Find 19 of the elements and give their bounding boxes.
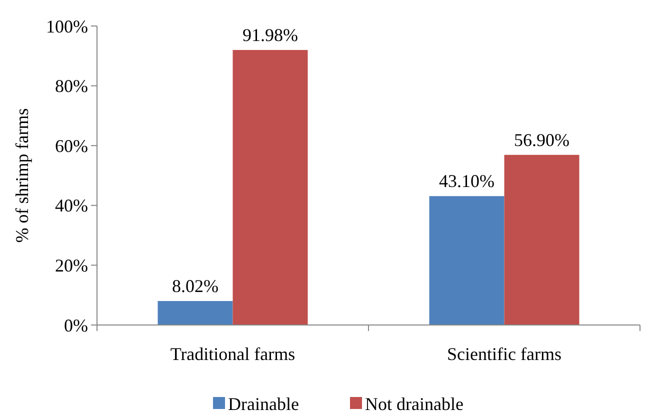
y-tick-label: 80% (55, 76, 88, 96)
data-label: 43.10% (439, 171, 494, 192)
data-label: 8.02% (172, 276, 218, 296)
legend-label: Not drainable (365, 394, 464, 414)
x-tick-label: Scientific farms (447, 344, 562, 364)
y-tick-label: 60% (55, 136, 88, 156)
y-tick-label: 20% (55, 256, 88, 276)
bar (504, 154, 580, 325)
bar (429, 196, 504, 325)
data-label: 56.90% (514, 130, 570, 150)
data-label: 91.98% (242, 24, 298, 45)
legend-label: Drainable (228, 394, 299, 414)
x-tick-label: Traditional farms (170, 344, 296, 364)
bar (158, 301, 233, 325)
bar (232, 50, 308, 325)
y-tick-label: 100% (46, 16, 88, 36)
y-tick-label: 40% (55, 196, 88, 216)
y-axis-title: % of shrimp farms (12, 108, 32, 243)
y-tick-label: 0% (64, 315, 88, 336)
